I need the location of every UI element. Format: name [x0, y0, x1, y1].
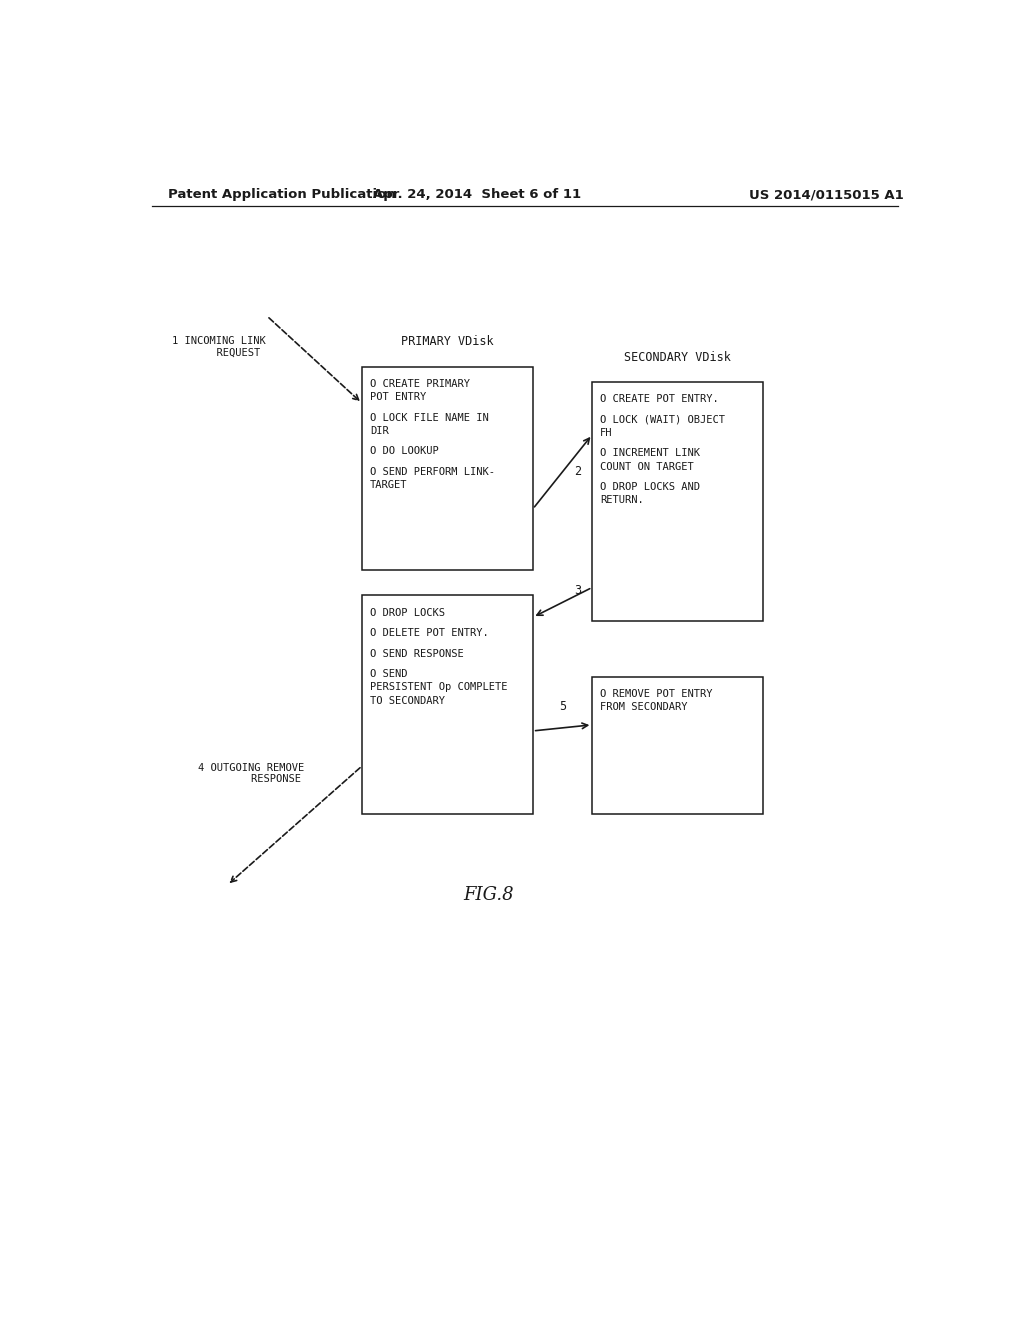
Text: O SEND PERFORM LINK-: O SEND PERFORM LINK- — [370, 467, 495, 477]
Text: O DROP LOCKS: O DROP LOCKS — [370, 607, 445, 618]
Text: PERSISTENT Op COMPLETE: PERSISTENT Op COMPLETE — [370, 682, 508, 692]
Text: Apr. 24, 2014  Sheet 6 of 11: Apr. 24, 2014 Sheet 6 of 11 — [373, 189, 582, 202]
Text: RETURN.: RETURN. — [600, 495, 644, 506]
Text: O CREATE PRIMARY: O CREATE PRIMARY — [370, 379, 470, 389]
Text: O REMOVE POT ENTRY: O REMOVE POT ENTRY — [600, 689, 713, 700]
Text: O CREATE POT ENTRY.: O CREATE POT ENTRY. — [600, 395, 719, 404]
Text: TARGET: TARGET — [370, 480, 408, 490]
Text: COUNT ON TARGET: COUNT ON TARGET — [600, 462, 694, 471]
Text: 3: 3 — [574, 585, 582, 597]
Text: TO SECONDARY: TO SECONDARY — [370, 696, 445, 705]
Bar — [592, 677, 763, 814]
Bar — [592, 381, 763, 620]
Text: O LOCK FILE NAME IN: O LOCK FILE NAME IN — [370, 413, 488, 422]
Text: 5: 5 — [559, 700, 566, 713]
Text: US 2014/0115015 A1: US 2014/0115015 A1 — [749, 189, 904, 202]
Text: Patent Application Publication: Patent Application Publication — [168, 189, 395, 202]
Text: SECONDARY VDisk: SECONDARY VDisk — [625, 351, 731, 364]
Text: FH: FH — [600, 428, 612, 438]
Text: O SEND RESPONSE: O SEND RESPONSE — [370, 648, 464, 659]
Text: O SEND: O SEND — [370, 669, 408, 678]
Bar — [362, 595, 532, 814]
Text: POT ENTRY: POT ENTRY — [370, 392, 426, 403]
Text: FROM SECONDARY: FROM SECONDARY — [600, 702, 688, 713]
Text: DIR: DIR — [370, 426, 389, 436]
Text: O DROP LOCKS AND: O DROP LOCKS AND — [600, 482, 700, 492]
Text: O LOCK (WAIT) OBJECT: O LOCK (WAIT) OBJECT — [600, 414, 725, 425]
Text: 4 OUTGOING REMOVE
        RESPONSE: 4 OUTGOING REMOVE RESPONSE — [198, 763, 304, 784]
Text: O DELETE POT ENTRY.: O DELETE POT ENTRY. — [370, 628, 488, 638]
Text: 2: 2 — [574, 466, 582, 478]
Text: 1 INCOMING LINK
      REQUEST: 1 INCOMING LINK REQUEST — [172, 335, 266, 358]
Text: FIG.8: FIG.8 — [464, 886, 514, 904]
Text: PRIMARY VDisk: PRIMARY VDisk — [401, 335, 494, 348]
Text: O INCREMENT LINK: O INCREMENT LINK — [600, 449, 700, 458]
Bar — [362, 367, 532, 570]
Text: O DO LOOKUP: O DO LOOKUP — [370, 446, 439, 457]
